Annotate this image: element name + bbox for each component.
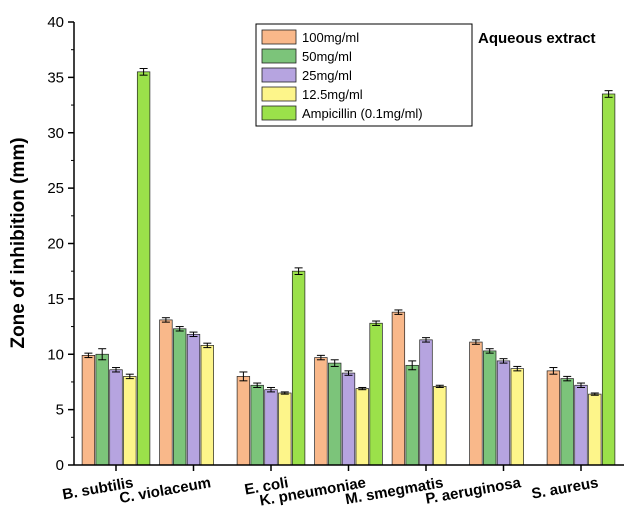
bar: [574, 384, 588, 466]
bar: [601, 93, 616, 466]
legend-swatch: [261, 105, 297, 121]
legend-label: Ampicillin (0.1mg/ml): [302, 106, 423, 121]
bars-layer: [81, 68, 616, 466]
legend-label: 50mg/ml: [302, 49, 352, 64]
x-tick-label: S. aureus: [530, 474, 599, 502]
bar: [123, 376, 137, 466]
legend-swatch: [261, 29, 297, 45]
bar: [510, 368, 524, 466]
bar-group: [159, 317, 214, 466]
legend-swatch: [261, 86, 297, 102]
bar: [278, 392, 292, 466]
bar-group: [81, 68, 151, 466]
y-tick-label: 30: [47, 125, 64, 142]
y-tick-label: 15: [47, 291, 64, 308]
y-tick-label: 25: [47, 180, 64, 197]
bar: [560, 378, 574, 466]
y-tick-label: 10: [47, 346, 64, 363]
legend-label: 12.5mg/ml: [302, 87, 363, 102]
bar: [250, 384, 264, 466]
y-tick-label: 0: [56, 457, 64, 474]
y-axis-title: Zone of inhibition (mm): [8, 137, 29, 348]
bar: [291, 270, 306, 466]
legend-swatch: [261, 48, 297, 64]
legend: 100mg/ml 50mg/ml 25mg/ml 12.5mg/ml Ampicilli…: [255, 23, 473, 127]
bar: [341, 372, 356, 466]
bar: [186, 333, 201, 466]
bar: [588, 393, 602, 466]
bar: [95, 353, 109, 466]
y-tick-label: 20: [47, 236, 64, 253]
bar: [496, 360, 511, 466]
bar: [136, 71, 151, 466]
bar: [173, 328, 187, 466]
bar: [355, 388, 369, 466]
y-tick-label: 35: [47, 69, 64, 86]
bar: [236, 376, 251, 466]
bar: [369, 322, 383, 466]
bar-group: [469, 339, 524, 466]
bar: [433, 386, 447, 466]
bar: [469, 341, 483, 466]
bar: [264, 389, 278, 466]
y-tick-label: 5: [56, 402, 64, 419]
bar: [483, 350, 497, 466]
bar: [546, 370, 561, 466]
bar: [328, 362, 342, 466]
bar-group: [546, 90, 616, 466]
bar: [391, 311, 406, 466]
chart-annotation: Aqueous extract: [478, 30, 596, 47]
bar: [109, 369, 123, 466]
bar: [314, 357, 328, 466]
y-axis-ticks: 0 5 10 15 20 25 30 35 40: [47, 14, 74, 474]
bar: [200, 345, 214, 466]
y-tick-label: 40: [47, 14, 64, 31]
bar-group: [236, 267, 306, 466]
bar-group: [391, 309, 447, 466]
legend-swatch: [261, 67, 297, 83]
bar-group: [314, 320, 383, 466]
bar: [405, 364, 419, 466]
legend-label: 100mg/ml: [302, 30, 359, 45]
bar: [419, 339, 433, 466]
bar: [159, 319, 173, 466]
legend-label: 25mg/ml: [302, 68, 352, 83]
bar: [81, 355, 96, 466]
